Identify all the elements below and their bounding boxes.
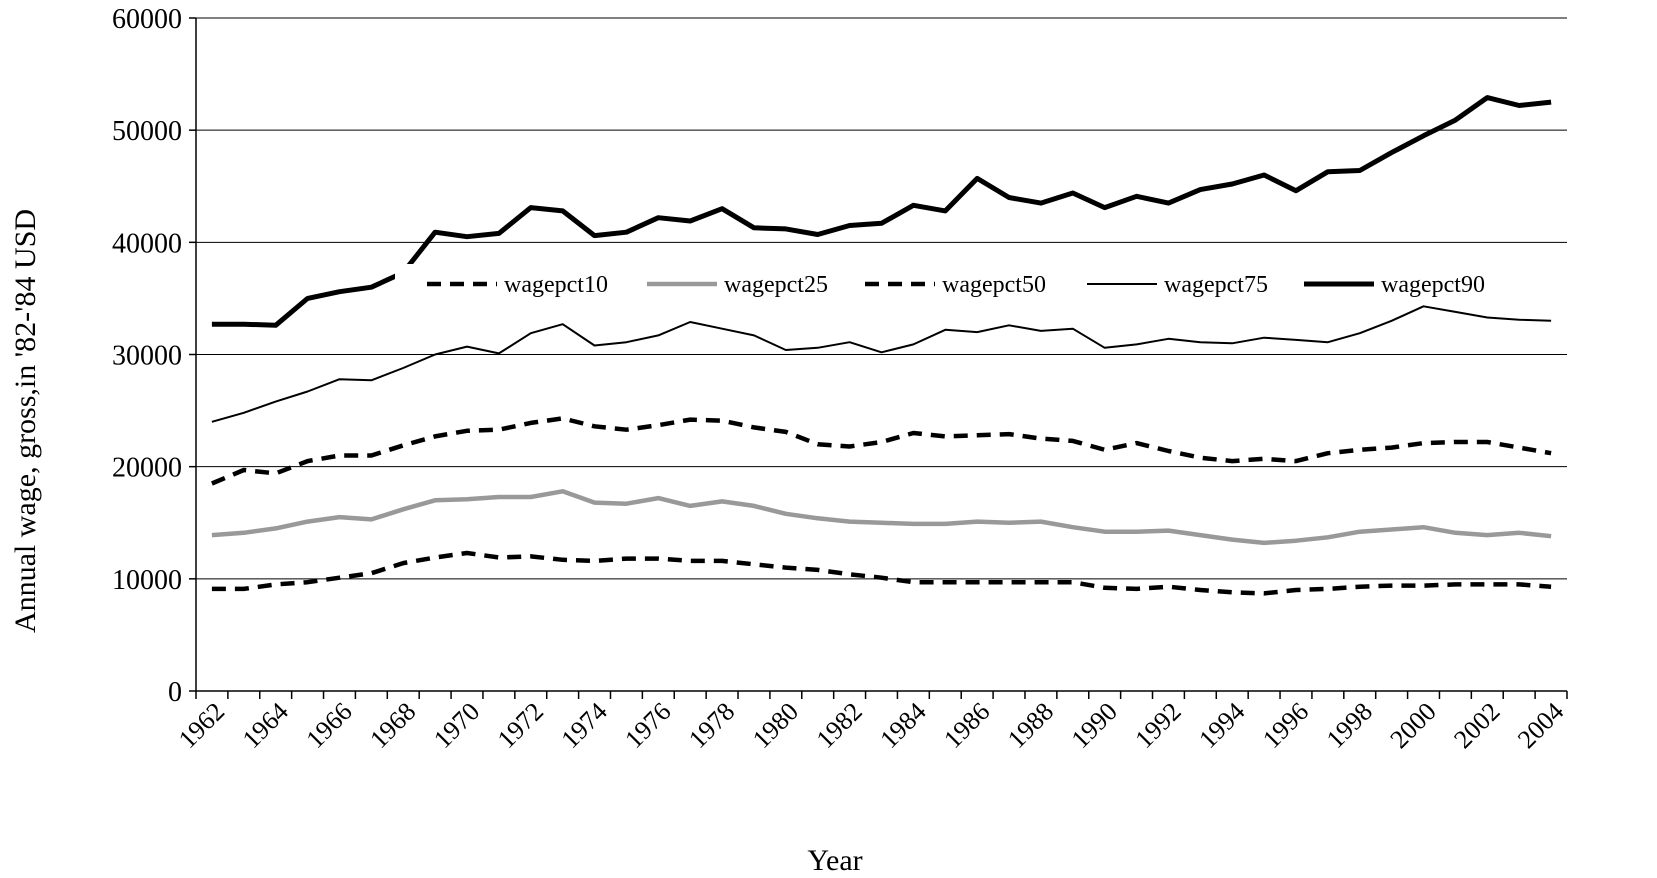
x-tick-label: 2002: [1448, 697, 1505, 754]
x-tick-label: 1964: [237, 697, 294, 754]
x-tick-label: 1970: [428, 697, 485, 754]
x-tick-label: 1978: [683, 697, 740, 754]
x-tick-label: 1982: [811, 697, 868, 754]
y-tick-label: 10000: [112, 565, 182, 596]
series-line-wagepct90: [211, 95, 1552, 328]
legend-label-wagepct90: wagepct90: [1381, 272, 1485, 298]
x-tick-label: 1976: [619, 697, 676, 754]
x-tick-label: 1968: [364, 697, 421, 754]
series-line-wagepct75: [211, 305, 1552, 423]
legend: wagepct10 wagepct25 wagepct50 wagepct75 wage…: [395, 264, 1510, 304]
y-axis-ticks: 0 10000 20000 30000 40000 50000 60000: [112, 4, 196, 708]
x-axis-label: Year: [807, 844, 862, 877]
y-tick-label: 60000: [112, 4, 182, 35]
x-tick-label: 1966: [300, 697, 357, 754]
x-tick-label: 1974: [556, 697, 613, 754]
x-tick-label: 1996: [1257, 697, 1314, 754]
x-tick-label: 1984: [874, 697, 931, 754]
y-tick-label: 30000: [112, 341, 182, 372]
y-tick-label: 40000: [112, 228, 182, 259]
y-tick-label: 0: [168, 677, 182, 708]
x-tick-label: 1998: [1321, 697, 1378, 754]
legend-label-wagepct10: wagepct10: [504, 272, 608, 298]
y-axis-label: Annual wage, gross,in '82-'84 USD: [9, 209, 42, 633]
legend-label-wagepct75: wagepct75: [1164, 272, 1268, 298]
x-tick-label: 1972: [492, 697, 549, 754]
series-line-wagepct10: [211, 550, 1552, 596]
x-tick-label: 1986: [938, 697, 995, 754]
y-tick-label: 50000: [112, 116, 182, 147]
series-line-wagepct25: [211, 489, 1552, 546]
series-line-wagepct50: [211, 416, 1552, 486]
legend-label-wagepct25: wagepct25: [724, 272, 828, 298]
legend-label-wagepct50: wagepct50: [942, 272, 1046, 298]
x-tick-label: 1992: [1129, 697, 1186, 754]
x-tick-label: 1994: [1193, 697, 1250, 754]
x-tick-label: 2000: [1384, 697, 1441, 754]
x-tick-label: 1980: [747, 697, 804, 754]
x-tick-label: 1988: [1002, 697, 1059, 754]
x-axis-ticks: 1962 1964 1966 1968 1970 1972 1974 1976 1978 1980…: [173, 691, 1569, 754]
y-tick-label: 20000: [112, 453, 182, 484]
x-tick-label: 1990: [1066, 697, 1123, 754]
series-lines: [211, 95, 1552, 596]
x-tick-label: 2004: [1512, 697, 1569, 754]
